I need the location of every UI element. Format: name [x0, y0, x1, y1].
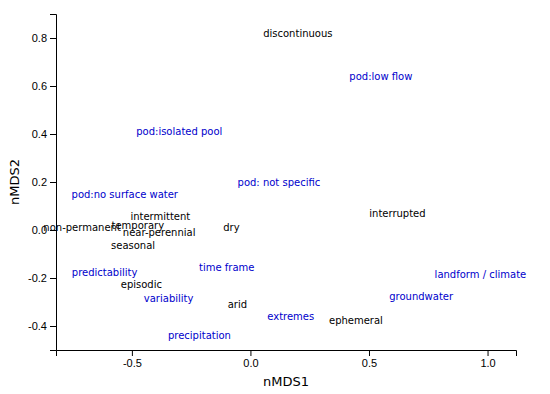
point-label: predictability [72, 267, 138, 278]
tick-mark [50, 182, 56, 183]
point-label: seasonal [111, 240, 155, 251]
tick: 0.4 [32, 128, 56, 140]
axis-line [57, 351, 517, 357]
point-label: extremes [267, 311, 314, 322]
tick-label: -0.4 [28, 320, 47, 332]
tick: 1.0 [480, 350, 495, 369]
tick-label: 0.2 [32, 176, 47, 188]
tick-mark [50, 86, 56, 87]
tick-label: 1.0 [480, 357, 495, 369]
point-label: episodic [121, 279, 162, 290]
point-label: pod:no surface water [72, 189, 179, 200]
plot: -0.50.00.51.0-0.4-0.20.00.20.40.60.8disc… [28, 15, 526, 369]
tick: 0.0 [243, 350, 258, 369]
point-label: pod:low flow [349, 71, 412, 82]
tick-mark [369, 350, 370, 356]
tick-label: -0.5 [123, 357, 142, 369]
point-label: time frame [199, 262, 254, 273]
tick-label: 0.8 [32, 32, 47, 44]
y-axis: -0.4-0.20.00.20.40.60.8 [28, 15, 56, 351]
point-label: near-perennial [123, 227, 196, 238]
point-label: discontinuous [263, 28, 332, 39]
tick-mark [50, 326, 56, 327]
axis-line [50, 15, 57, 351]
tick: 0.8 [32, 32, 56, 44]
point-label: precipitation [168, 330, 231, 341]
tick: 0.5 [362, 350, 377, 369]
point-label: arid [228, 299, 247, 310]
tick: -0.5 [123, 350, 142, 369]
y-axis-title: nMDS2 [7, 159, 22, 205]
tick-mark [50, 38, 56, 39]
tick-label: 0.4 [32, 128, 47, 140]
point-label: dry [223, 222, 239, 233]
x-axis: -0.5 0.0 0.5 1.0 [57, 350, 517, 369]
points: discontinuous pod:low flow pod:isolated po… [43, 28, 526, 341]
tick: -0.4 [28, 320, 56, 332]
tick-mark [250, 350, 251, 356]
point-label: landform / climate [435, 269, 527, 280]
point-label: interrupted [369, 208, 425, 219]
tick-mark [50, 134, 56, 135]
tick-mark [50, 278, 56, 279]
point-label: groundwater [389, 291, 454, 302]
point-label: variability [144, 293, 194, 304]
tick-label: 0.6 [32, 80, 47, 92]
point-label: non-permanent [43, 222, 121, 233]
tick-label: 0.5 [362, 357, 377, 369]
tick-label: 0.0 [243, 357, 258, 369]
chart: -0.50.00.51.0-0.4-0.20.00.20.40.60.8disc… [0, 0, 550, 394]
tick: 0.6 [32, 80, 56, 92]
tick-mark [488, 350, 489, 356]
point-label: pod:isolated pool [136, 126, 222, 137]
tick-mark [132, 350, 133, 356]
tick: -0.2 [28, 272, 56, 284]
point-label: ephemeral [329, 315, 383, 326]
tick: 0.2 [32, 176, 56, 188]
point-label: pod: not specific [238, 177, 321, 188]
x-axis-title: nMDS1 [263, 374, 309, 389]
tick-label: -0.2 [28, 272, 47, 284]
